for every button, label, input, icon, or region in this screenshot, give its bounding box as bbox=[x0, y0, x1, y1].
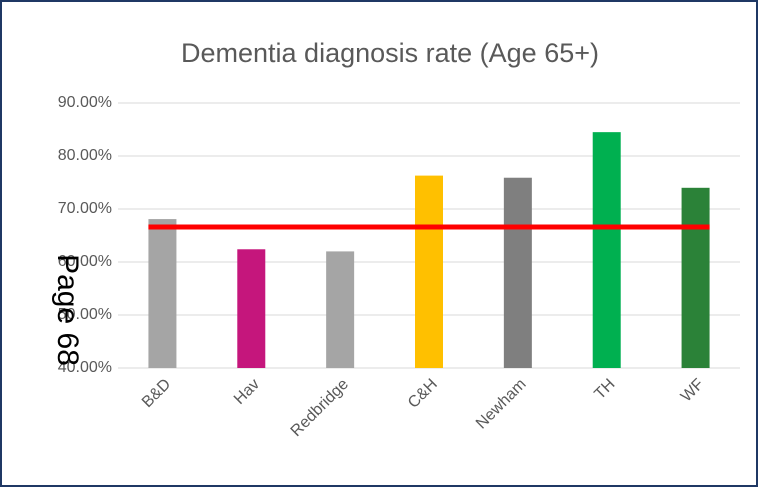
page-annotation: Page 68 bbox=[51, 254, 84, 366]
y-tick-label: 50.00% bbox=[58, 306, 112, 323]
bar bbox=[503, 177, 532, 368]
bar bbox=[592, 132, 621, 368]
chart-title: Dementia diagnosis rate (Age 65+) bbox=[181, 38, 599, 68]
y-tick-label: 80.00% bbox=[58, 147, 112, 164]
bar bbox=[415, 175, 443, 368]
bar bbox=[237, 249, 266, 368]
y-tick-label: 60.00% bbox=[58, 253, 112, 270]
y-tick-label: 70.00% bbox=[58, 200, 112, 217]
bar bbox=[326, 251, 355, 368]
bar bbox=[148, 219, 177, 368]
bar bbox=[681, 187, 710, 368]
y-tick-label: 40.00% bbox=[58, 359, 112, 376]
y-tick-label: 90.00% bbox=[58, 94, 112, 111]
